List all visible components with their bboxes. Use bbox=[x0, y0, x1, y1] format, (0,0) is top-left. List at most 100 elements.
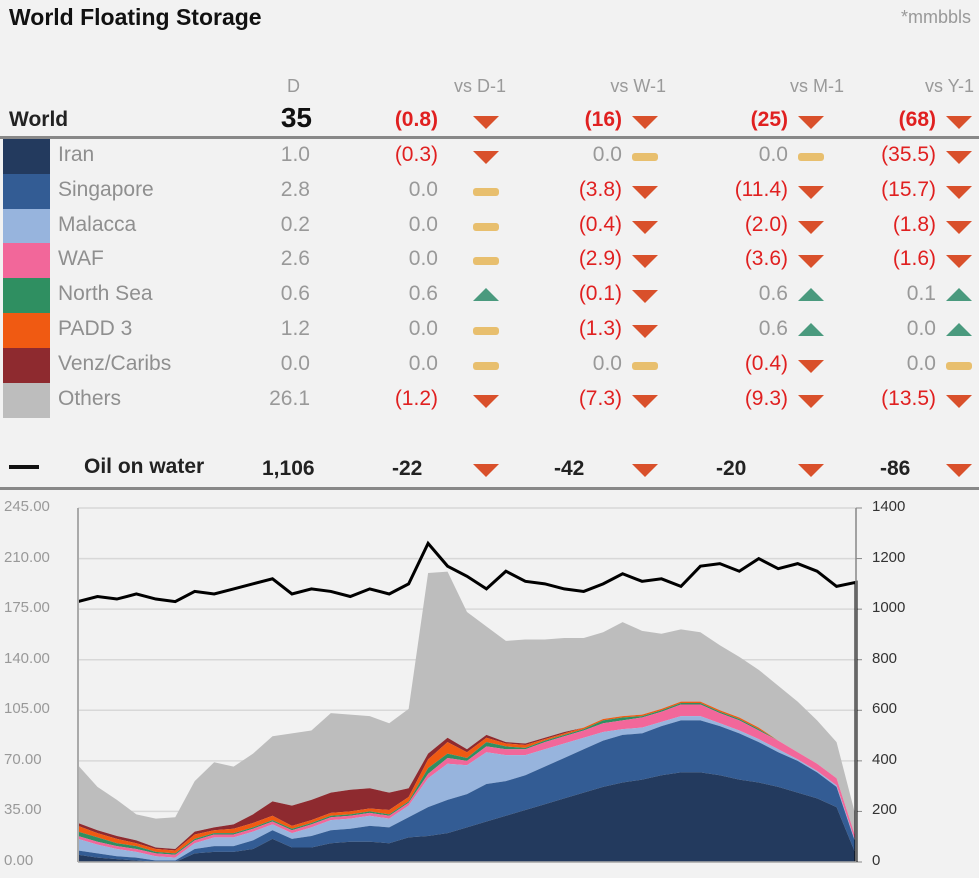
region-d-value: 0.2 bbox=[280, 212, 310, 236]
region-change-value: (35.5) bbox=[881, 143, 936, 166]
units-label: *mmbbls bbox=[900, 7, 971, 27]
region-row-others: Others 26.1 (1.2) (7.3) (9.3) (13.5) bbox=[0, 382, 979, 418]
region-change-value: (13.5) bbox=[881, 386, 936, 410]
divider bbox=[0, 136, 979, 139]
down-arrow-icon bbox=[798, 220, 824, 234]
legend-swatch bbox=[3, 208, 50, 244]
down-arrow-icon bbox=[798, 359, 824, 373]
down-arrow-icon bbox=[946, 394, 972, 408]
oil-on-water-row: Oil on water 1,106 -22 -42 -20 -86 bbox=[0, 452, 979, 486]
down-arrow-icon bbox=[946, 220, 972, 234]
down-arrow-icon bbox=[632, 220, 658, 234]
right-axis-tick: 400 bbox=[872, 750, 898, 768]
legend-swatch bbox=[3, 173, 50, 209]
down-arrow-icon bbox=[946, 151, 972, 164]
region-d-value: 26.1 bbox=[269, 386, 310, 410]
region-row-iran: Iran 1.0 (0.3) 0.0 0.0 (35.5) bbox=[0, 139, 979, 174]
down-arrow-icon bbox=[473, 151, 499, 164]
oil-on-water-vs-d1: -22 bbox=[392, 457, 423, 480]
flat-dash-icon bbox=[473, 187, 499, 196]
world-vs-m1: (25) bbox=[750, 108, 788, 131]
right-axis-tick: 600 bbox=[872, 700, 898, 718]
down-arrow-icon bbox=[632, 185, 658, 199]
down-arrow-icon bbox=[798, 185, 824, 199]
down-arrow-icon bbox=[946, 255, 972, 269]
world-d-value: 35 bbox=[280, 102, 312, 133]
divider bbox=[0, 487, 979, 490]
col-header-vs-y1: vs Y-1 bbox=[924, 76, 974, 96]
right-axis-tick: 0 bbox=[872, 852, 881, 869]
world-label: World bbox=[9, 108, 69, 131]
oil-on-water-line bbox=[77, 540, 858, 862]
flat-dash-icon bbox=[473, 222, 499, 231]
region-label: Others bbox=[58, 386, 122, 410]
flat-dash-icon bbox=[946, 361, 972, 370]
region-label: Venz/Caribs bbox=[58, 351, 172, 375]
down-arrow-icon bbox=[473, 394, 499, 408]
flat-dash-icon bbox=[798, 153, 824, 161]
up-arrow-icon bbox=[798, 288, 824, 302]
world-vs-d1: (0.8) bbox=[394, 108, 438, 131]
world-vs-y1: (68) bbox=[898, 108, 936, 131]
flat-dash-icon bbox=[473, 361, 499, 370]
floating-storage-chart: 245.00 210.00 175.00 140.00 105.00 70.00 35.00… bbox=[0, 492, 979, 878]
line-legend-icon bbox=[9, 465, 39, 469]
oil-on-water-vs-m1: -20 bbox=[716, 457, 747, 480]
region-change-value: (2.9) bbox=[578, 247, 622, 271]
down-arrow-icon bbox=[798, 116, 824, 129]
down-arrow-icon bbox=[632, 116, 658, 129]
region-change-value: (3.6) bbox=[744, 247, 788, 271]
oil-on-water-d: 1,106 bbox=[262, 457, 315, 480]
left-axis-tick: 175.00 bbox=[4, 599, 50, 617]
region-d-value: 1.2 bbox=[280, 317, 310, 340]
region-row-singapore: Singapore 2.8 0.0 (3.8) (11.4) (15.7) bbox=[0, 173, 979, 209]
world-vs-w1: (16) bbox=[584, 108, 622, 131]
down-arrow-icon bbox=[632, 325, 658, 338]
region-change-value: (1.2) bbox=[394, 386, 438, 410]
down-arrow-icon bbox=[632, 464, 658, 477]
region-label: Iran bbox=[58, 143, 95, 166]
down-arrow-icon bbox=[946, 464, 972, 477]
left-axis-tick: 0.00 bbox=[4, 852, 34, 869]
down-arrow-icon bbox=[632, 290, 658, 304]
down-arrow-icon bbox=[798, 255, 824, 269]
up-arrow-icon bbox=[946, 323, 972, 336]
region-change-value: (0.4) bbox=[744, 351, 788, 375]
region-d-value: 1.0 bbox=[280, 143, 310, 166]
right-axis-tick: 1400 bbox=[872, 498, 906, 515]
left-axis-tick: 210.00 bbox=[4, 548, 50, 566]
area-iran bbox=[78, 772, 856, 862]
region-change-value: 0.0 bbox=[408, 351, 438, 375]
legend-swatch bbox=[3, 382, 50, 418]
legend-swatch bbox=[3, 313, 50, 348]
col-header-d: D bbox=[287, 76, 300, 96]
left-axis-tick: 70.00 bbox=[4, 750, 42, 768]
down-arrow-icon bbox=[473, 464, 499, 477]
region-change-value: 0.0 bbox=[408, 177, 438, 201]
down-arrow-icon bbox=[946, 185, 972, 199]
region-label: PADD 3 bbox=[58, 317, 133, 340]
region-row-malacca: Malacca 0.2 0.0 (0.4) (2.0) (1.8) bbox=[0, 208, 979, 244]
region-label: Singapore bbox=[58, 177, 154, 201]
down-arrow-icon bbox=[632, 255, 658, 269]
left-axis-tick: 140.00 bbox=[4, 649, 50, 667]
right-axis-tick: 200 bbox=[872, 801, 898, 819]
area-others bbox=[78, 571, 856, 849]
region-label: WAF bbox=[58, 247, 104, 271]
region-row-north-sea: North Sea 0.6 0.6 (0.1) 0.6 0.1 bbox=[0, 278, 979, 314]
down-arrow-icon bbox=[946, 116, 972, 129]
plot-area bbox=[77, 507, 862, 863]
world-row: World 35 (0.8) (16) (25) (68) bbox=[0, 102, 979, 138]
down-arrow-icon bbox=[798, 464, 824, 477]
oil-on-water-vs-y1: -86 bbox=[880, 457, 911, 480]
region-label: North Sea bbox=[58, 282, 153, 306]
region-change-value: (2.0) bbox=[744, 212, 788, 236]
region-d-value: 0.6 bbox=[280, 282, 310, 306]
region-change-value: (11.4) bbox=[734, 177, 788, 201]
region-change-value: (7.3) bbox=[578, 386, 622, 410]
region-change-value: (15.7) bbox=[881, 177, 936, 201]
right-axis-tick: 1200 bbox=[872, 548, 906, 566]
right-axis-tick: 800 bbox=[872, 649, 898, 667]
oil-on-water-label: Oil on water bbox=[84, 455, 205, 478]
region-change-value: (1.3) bbox=[578, 317, 622, 340]
